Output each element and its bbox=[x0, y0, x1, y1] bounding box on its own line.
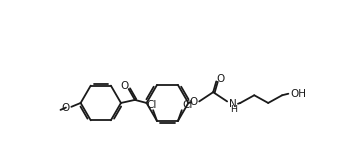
Text: O: O bbox=[61, 103, 69, 113]
Text: N: N bbox=[229, 99, 237, 109]
Text: Cl: Cl bbox=[183, 100, 193, 110]
Text: O: O bbox=[121, 81, 129, 91]
Text: O: O bbox=[217, 74, 225, 84]
Text: H: H bbox=[230, 105, 237, 114]
Text: OH: OH bbox=[290, 89, 306, 99]
Text: Cl: Cl bbox=[147, 100, 157, 110]
Text: O: O bbox=[190, 97, 198, 107]
